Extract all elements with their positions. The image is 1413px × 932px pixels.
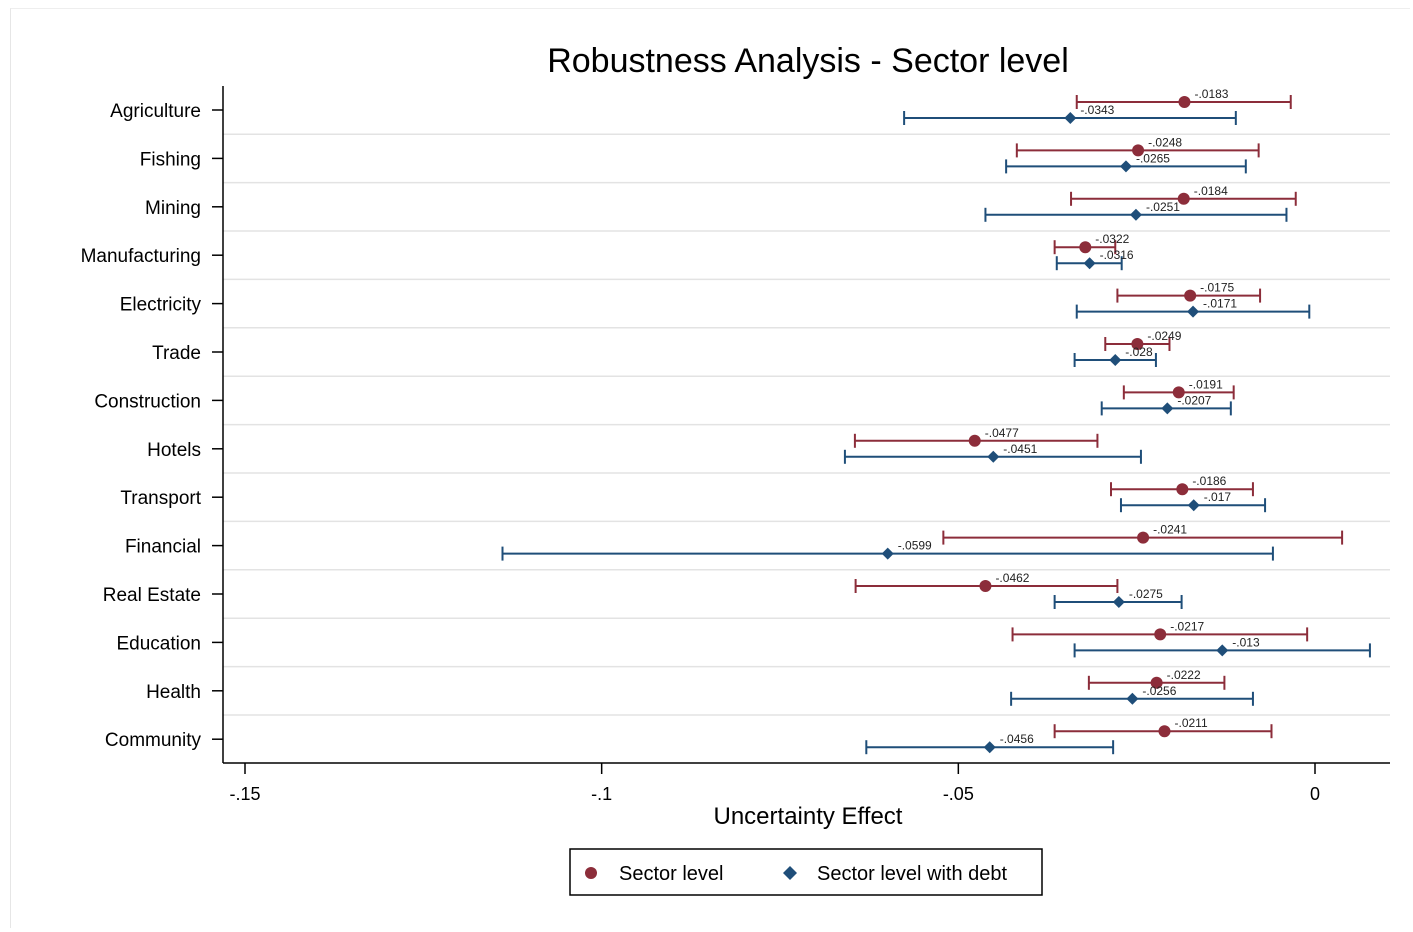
point-label: -.0175 [1200,281,1234,295]
grid-layer [223,133,1390,716]
point-sector [1177,192,1190,205]
category-label: Education [116,633,201,654]
point-debt [987,450,1000,463]
category-label: Hotels [147,440,201,461]
point-label: -.0249 [1147,329,1181,343]
point-label: -.0207 [1177,393,1211,407]
point-label: -.0248 [1148,135,1182,149]
point-label: -.017 [1204,490,1232,504]
category-label: Financial [125,537,201,558]
category-label: Community [105,730,202,751]
point-sector [1137,531,1150,544]
point-debt [881,547,894,560]
point-label: -.013 [1232,635,1260,649]
category-label: Mining [145,198,201,219]
category-label: Trade [152,343,201,364]
point-label: -.0275 [1129,587,1163,601]
point-label: -.0477 [985,426,1019,440]
point-debt [1126,692,1139,705]
legend: Sector level Sector level with debt [569,848,1043,896]
point-label: -.0256 [1142,684,1176,698]
point-debt [1112,596,1125,608]
point-debt [1109,354,1122,366]
point-label: -.0599 [898,539,932,553]
point-sector [1150,676,1163,689]
point-sector [1132,144,1145,157]
point-label: -.0222 [1167,668,1201,682]
point-label: -.0211 [1174,716,1207,730]
point-debt [1083,257,1096,270]
axes-layer [222,86,1390,764]
point-debt [1064,112,1077,124]
legend-box [569,848,1043,896]
point-debt [1187,499,1200,512]
x-tick-label: 0 [1310,784,1320,804]
category-labels: Agriculture Fishing Mining Manufacturing Ele… [81,101,223,751]
point-label: -.0184 [1194,184,1228,198]
category-label: Real Estate [103,585,201,606]
point-label: -.028 [1125,345,1153,359]
point-sector [979,580,992,592]
point-label: -.0462 [995,571,1029,585]
point-sector [1176,483,1189,496]
legend-label-debt: Sector level with debt [817,863,1008,885]
series-layer: -.0183 -.0248 -.0184 -.0322 -.0175 -.0249 -.01… [501,87,1371,755]
point-debt [1216,644,1229,657]
point-sector [1079,241,1092,254]
point-label: -.0456 [1000,732,1034,746]
category-label: Construction [94,391,201,412]
point-sector [1154,628,1167,641]
point-label: -.0451 [1003,442,1037,456]
x-ticks: -.15 -.1 -.05 0 [229,763,1320,804]
point-sector [1178,96,1191,108]
point-label: -.0241 [1153,523,1187,537]
chart-frame [10,8,1410,928]
point-debt [1129,208,1142,221]
category-label: Agriculture [110,101,201,122]
legend-marker-sector [585,867,597,879]
point-label: -.0265 [1136,151,1170,165]
point-label: -.0183 [1194,87,1228,101]
x-tick-label: -.1 [591,784,612,804]
category-label: Fishing [140,149,201,170]
point-label: -.0322 [1095,232,1129,246]
x-axis-title: Uncertainty Effect [714,803,903,830]
point-debt [1161,402,1174,415]
point-sector [1158,725,1171,738]
point-label: -.0343 [1080,103,1114,117]
category-label: Health [146,682,201,703]
point-label: -.0186 [1192,474,1226,488]
category-label: Transport [120,488,201,509]
point-debt [1187,305,1200,318]
point-label: -.0251 [1146,200,1180,214]
legend-marker-debt [783,866,797,880]
point-sector [1184,289,1197,302]
point-sector [1172,386,1185,399]
category-label: Electricity [120,295,202,316]
legend-label-sector: Sector level [619,863,724,885]
chart-title: Robustness Analysis - Sector level [547,42,1069,80]
point-label: -.0217 [1170,619,1204,633]
x-tick-label: -.05 [943,784,974,804]
point-sector [968,434,981,447]
point-label: -.0171 [1203,297,1237,311]
point-label: -.0316 [1100,248,1134,262]
point-sector [1131,338,1144,350]
point-debt [1119,160,1132,173]
x-tick-label: -.15 [229,784,260,804]
category-label: Manufacturing [81,246,201,267]
point-label: -.0191 [1189,377,1223,391]
point-debt [983,741,996,754]
